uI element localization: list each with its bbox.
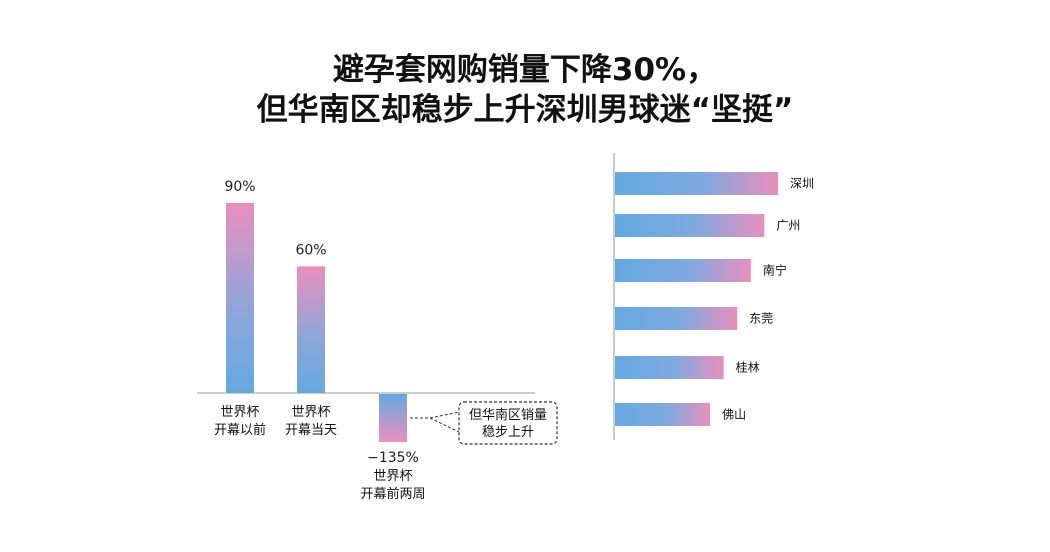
bar-value-label-0: 90%: [224, 179, 255, 195]
category-label-2-0: 世界杯: [373, 469, 412, 484]
annotation-connector: [410, 411, 460, 419]
city-bar-0: [615, 172, 778, 195]
annotation-box: [458, 401, 558, 445]
title-line-1: 避孕套网购销量下降30%，: [332, 52, 718, 88]
city-bar-3: [615, 307, 738, 330]
left-bar-chart: 90%世界杯开幕以前60%世界杯开幕当天−135%世界杯开幕前两周但华南区销量稳…: [197, 179, 558, 502]
category-label-2-1: 开幕前两周: [360, 486, 425, 502]
bar-0: [226, 203, 254, 393]
city-bar-4: [615, 356, 724, 379]
bar-1: [297, 266, 325, 393]
annotation-text-0: 但华南区销量: [469, 407, 547, 423]
city-label-1: 广州: [776, 219, 800, 233]
city-label-3: 东莞: [749, 312, 773, 326]
category-label-0-1: 开幕以前: [214, 422, 266, 438]
city-bar-2: [615, 259, 751, 282]
annotation-text-1: 稳步上升: [482, 424, 534, 440]
city-label-5: 佛山: [722, 408, 746, 422]
city-bar-5: [615, 403, 711, 426]
city-bar-1: [615, 214, 765, 237]
chart-title: 避孕套网购销量下降30%， 但华南区却稳步上升深圳男球迷“坚挺”: [0, 50, 1050, 130]
bar-value-label-1: 60%: [295, 242, 326, 258]
title-line-2: 但华南区却稳步上升深圳男球迷“坚挺”: [256, 92, 794, 128]
annotation-connector-lower: [429, 417, 460, 433]
city-label-2: 南宁: [763, 263, 787, 278]
category-label-1-0: 世界杯: [291, 405, 330, 420]
bar-value-label-2: −135%: [367, 450, 419, 466]
bar-2: [379, 394, 407, 442]
category-label-0-0: 世界杯: [220, 405, 259, 420]
category-label-1-1: 开幕当天: [285, 423, 337, 438]
city-label-0: 深圳: [790, 177, 814, 191]
city-label-4: 桂林: [736, 360, 760, 375]
